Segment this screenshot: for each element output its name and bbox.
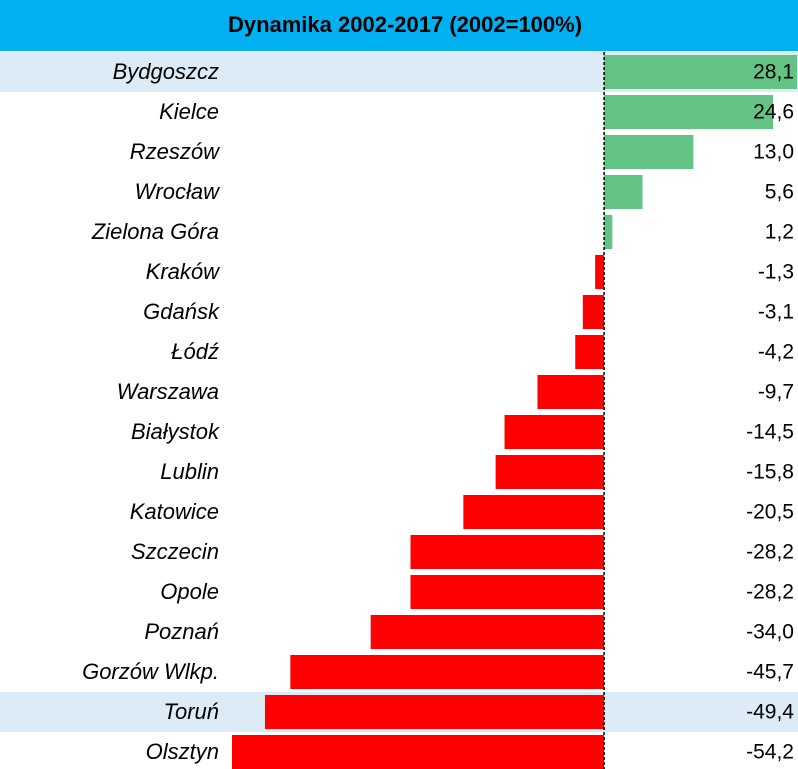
bar [604, 55, 797, 89]
bar [370, 615, 605, 649]
category-label: Bydgoszcz [113, 59, 219, 84]
bar [463, 495, 605, 529]
category-label: Warszawa [117, 379, 219, 404]
category-label: Wrocław [135, 179, 221, 204]
bar [604, 215, 613, 249]
bar [504, 415, 605, 449]
bar [537, 375, 605, 409]
value-label: 28,1 [753, 61, 794, 84]
value-label: 24,6 [753, 101, 794, 124]
value-label: -15,8 [746, 461, 794, 484]
category-label: Lublin [160, 459, 219, 484]
value-label: -54,2 [746, 741, 794, 764]
category-label: Rzeszów [130, 139, 221, 164]
value-label: 5,6 [765, 181, 794, 204]
bar [410, 575, 605, 609]
value-label: -4,2 [758, 341, 794, 364]
category-label: Zielona Góra [91, 219, 219, 244]
value-label: -14,5 [746, 421, 794, 444]
category-label: Opole [160, 579, 219, 604]
category-label: Poznań [144, 619, 219, 644]
value-label: -49,4 [746, 701, 794, 724]
value-label: -9,7 [758, 381, 794, 404]
category-label: Kielce [159, 99, 219, 124]
title-background [0, 0, 798, 51]
bar [410, 535, 605, 569]
category-label: Łódź [171, 339, 219, 364]
category-label: Olsztyn [146, 739, 219, 764]
bar [575, 335, 605, 369]
value-label: -3,1 [758, 301, 794, 324]
value-label: -20,5 [746, 501, 794, 524]
value-label: -1,3 [758, 261, 794, 284]
bar [582, 295, 605, 329]
category-label: Szczecin [131, 539, 219, 564]
category-label: Gdańsk [143, 299, 220, 324]
bar [290, 655, 605, 689]
category-label: Toruń [164, 699, 219, 724]
bar [595, 255, 605, 289]
category-label: Białystok [131, 419, 220, 444]
category-label: Katowice [130, 499, 219, 524]
bar [232, 735, 605, 769]
category-label: Gorzów Wlkp. [82, 659, 219, 684]
value-label: -34,0 [746, 621, 794, 644]
bar [604, 175, 643, 209]
value-label: -28,2 [746, 541, 794, 564]
value-label: 1,2 [765, 221, 794, 244]
category-label: Kraków [146, 259, 221, 284]
value-label: 13,0 [753, 141, 794, 164]
bar [604, 135, 694, 169]
chart-title: Dynamika 2002-2017 (2002=100%) [228, 12, 582, 37]
value-label: -45,7 [746, 661, 794, 684]
bar [495, 455, 605, 489]
bar [604, 95, 773, 129]
value-label: -28,2 [746, 581, 794, 604]
bar [264, 695, 605, 729]
